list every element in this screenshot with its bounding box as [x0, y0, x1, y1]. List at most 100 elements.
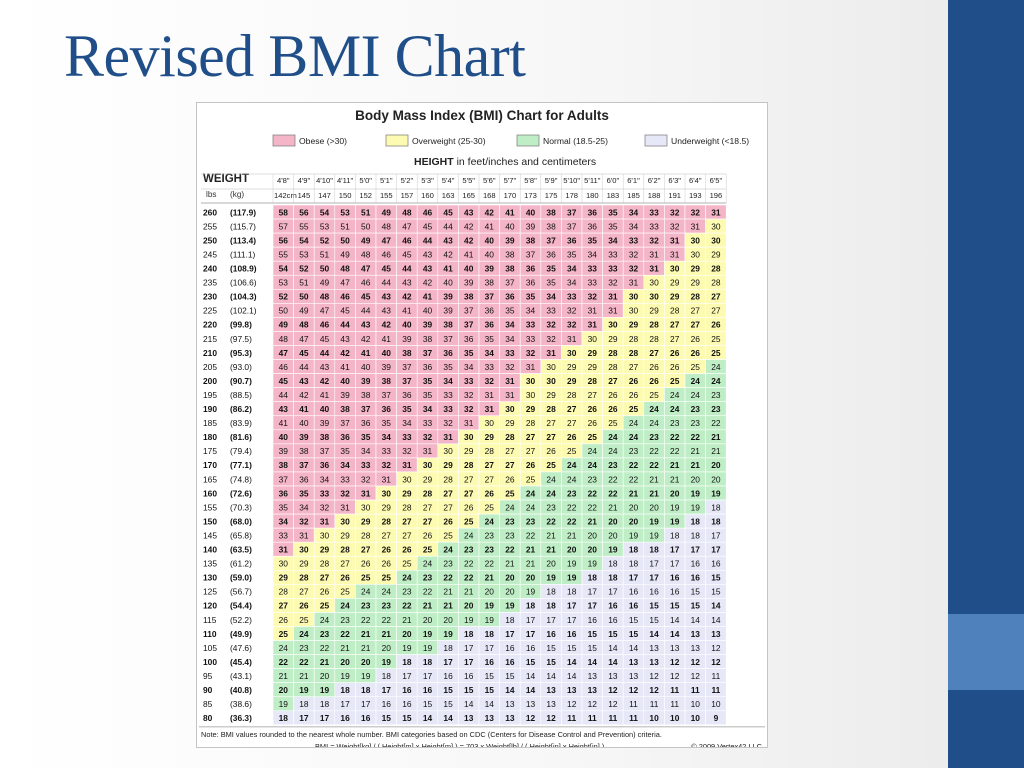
bmi-value: 23 — [299, 643, 309, 653]
bmi-value: 38 — [279, 460, 289, 470]
bmi-value: 34 — [505, 334, 515, 344]
bmi-value: 21 — [505, 559, 515, 569]
bmi-value: 25 — [382, 573, 392, 583]
bmi-value: 23 — [711, 404, 721, 414]
weight-kg-label: (77.1) — [230, 460, 252, 470]
bmi-value: 12 — [608, 685, 618, 695]
weight-kg-label: (111.1) — [230, 249, 256, 259]
bmi-value: 32 — [546, 334, 556, 344]
bmi-value: 18 — [567, 587, 577, 597]
height-ftin-tick: 6'4" — [689, 176, 702, 185]
bmi-value: 34 — [361, 446, 371, 456]
bmi-value: 27 — [464, 474, 474, 484]
height-cm-tick: 142cm — [274, 191, 297, 200]
bmi-value: 17 — [505, 629, 515, 639]
legend-label: Overweight (25-30) — [412, 136, 486, 146]
bmi-value: 17 — [588, 601, 598, 611]
bmi-value: 13 — [649, 657, 659, 667]
bmi-value: 24 — [546, 474, 556, 484]
bmi-value: 18 — [711, 516, 721, 526]
bmi-value: 24 — [588, 460, 598, 470]
bmi-value: 45 — [443, 207, 453, 217]
bmi-value: 40 — [485, 235, 495, 245]
bmi-value: 15 — [670, 601, 680, 611]
bmi-value: 27 — [526, 446, 536, 456]
bmi-value: 34 — [464, 362, 474, 372]
bmi-value: 29 — [505, 418, 515, 428]
weight-kg-label: (90.7) — [230, 376, 252, 386]
bmi-value: 37 — [464, 320, 474, 330]
bmi-value: 32 — [443, 418, 453, 428]
bmi-value: 21 — [649, 474, 659, 484]
bmi-value: 49 — [340, 249, 350, 259]
bmi-value: 29 — [485, 432, 495, 442]
bmi-value: 10 — [691, 699, 701, 709]
bmi-value: 29 — [320, 545, 330, 555]
bmi-value: 37 — [299, 460, 309, 470]
bmi-value: 17 — [402, 671, 412, 681]
bmi-value: 34 — [423, 404, 433, 414]
bmi-value: 38 — [340, 404, 350, 414]
bmi-value: 38 — [464, 292, 474, 302]
bmi-value: 28 — [279, 587, 289, 597]
bmi-value: 40 — [402, 320, 412, 330]
bmi-value: 25 — [299, 615, 309, 625]
bmi-value: 27 — [361, 545, 371, 555]
bmi-value: 31 — [402, 460, 412, 470]
bmi-value: 48 — [402, 207, 412, 217]
bmi-value: 35 — [485, 334, 495, 344]
bmi-value: 30 — [649, 292, 659, 302]
bmi-cell — [705, 710, 727, 726]
bmi-value: 23 — [423, 573, 433, 583]
legend-swatch — [644, 134, 668, 147]
bmi-value: 34 — [485, 348, 495, 358]
bmi-value: 32 — [670, 221, 680, 231]
bmi-value: 37 — [279, 474, 289, 484]
height-ftin-tick: 5'11" — [584, 176, 601, 185]
bmi-value: 26 — [526, 460, 536, 470]
bmi-value: 17 — [382, 685, 392, 695]
bmi-value: 20 — [526, 573, 536, 583]
bmi-value: 22 — [402, 601, 412, 611]
bmi-value: 37 — [505, 278, 515, 288]
bmi-value: 36 — [546, 249, 556, 259]
bmi-value: 10 — [691, 713, 701, 723]
weight-kg-label: (81.6) — [230, 432, 252, 442]
bmi-value: 31 — [505, 376, 515, 386]
bmi-value: 33 — [443, 390, 453, 400]
legend-swatch — [385, 134, 409, 147]
bmi-value: 26 — [361, 559, 371, 569]
bmi-value: 25 — [485, 502, 495, 512]
bmi-value: 21 — [340, 643, 350, 653]
bmi-value: 19 — [608, 545, 618, 555]
bmi-value: 38 — [361, 390, 371, 400]
bmi-value: 21 — [691, 460, 701, 470]
bmi-value: 18 — [649, 545, 659, 555]
bmi-value: 44 — [299, 362, 309, 372]
bmi-value: 19 — [279, 699, 289, 709]
bmi-value: 25 — [629, 404, 639, 414]
bmi-value: 17 — [361, 699, 371, 709]
bmi-value: 10 — [649, 713, 659, 723]
weight-kg-label: (72.6) — [230, 488, 252, 498]
bmi-value: 31 — [588, 306, 598, 316]
bmi-value: 20 — [629, 516, 639, 526]
bmi-value: 21 — [279, 671, 289, 681]
bmi-value: 24 — [608, 446, 618, 456]
bmi-value: 36 — [588, 221, 598, 231]
bmi-value: 22 — [649, 446, 659, 456]
bmi-value: 54 — [299, 235, 309, 245]
bmi-value: 14 — [670, 615, 680, 625]
bmi-value: 41 — [464, 249, 474, 259]
bmi-value: 16 — [505, 643, 515, 653]
height-ftin-tick: 6'5" — [710, 176, 723, 185]
bmi-value: 41 — [320, 390, 330, 400]
bmi-chart: Body Mass Index (BMI) Chart for Adults Ob… — [196, 102, 768, 748]
bmi-value: 18 — [340, 685, 350, 695]
bmi-value: 22 — [588, 488, 598, 498]
bmi-value: 11 — [650, 699, 659, 709]
bmi-value: 20 — [711, 460, 721, 470]
bmi-value: 46 — [320, 320, 330, 330]
weight-kg-label: (86.2) — [230, 404, 252, 414]
bmi-value: 14 — [649, 629, 659, 639]
